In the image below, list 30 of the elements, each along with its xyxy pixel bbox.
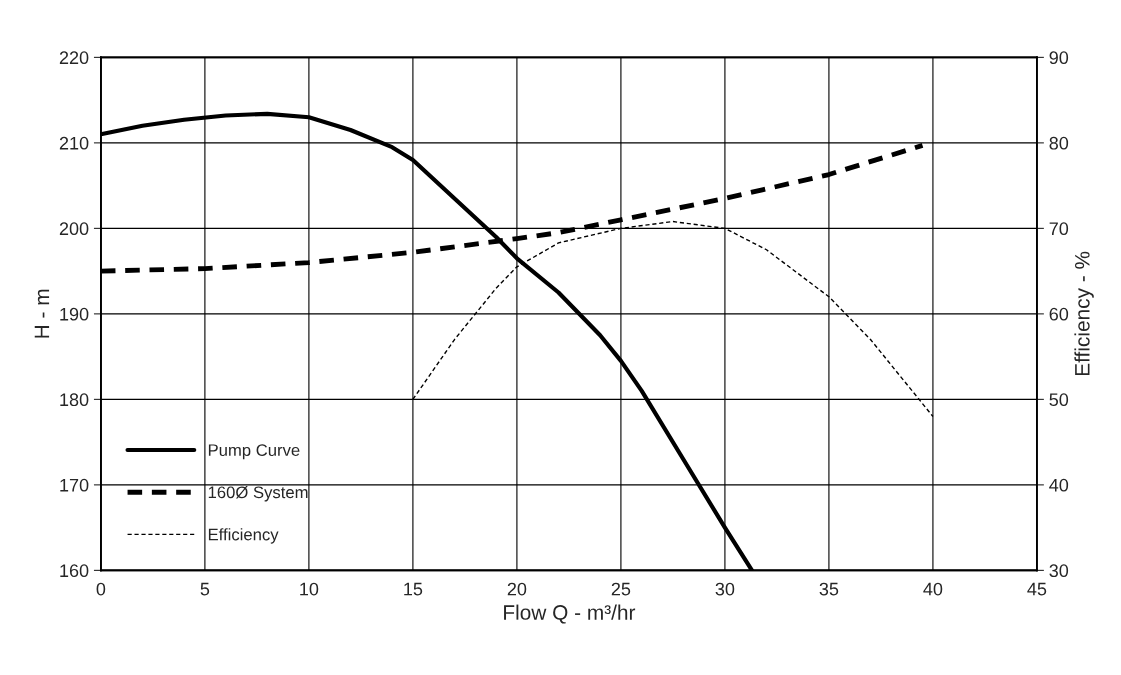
y2-tick-label: 60 — [1049, 307, 1069, 321]
y-tick-label: 160 — [60, 564, 89, 578]
y2-tick-label: 90 — [1049, 51, 1069, 65]
x-tick-label: 20 — [507, 582, 527, 596]
x-tick-label: 30 — [715, 582, 735, 596]
legend-label: 160Ø System — [208, 486, 308, 502]
y2-tick-label: 40 — [1049, 478, 1069, 492]
x-tick-label: 15 — [404, 582, 423, 596]
x-tick-label: 0 — [96, 582, 106, 596]
x-tick-label: 10 — [300, 582, 319, 596]
x-tick-label: 45 — [1027, 582, 1047, 596]
x-tick-label: 5 — [200, 582, 210, 596]
y-tick-label: 210 — [59, 136, 89, 150]
y2-tick-label: 80 — [1049, 136, 1069, 150]
y2-tick-label: 30 — [1049, 564, 1069, 578]
y-tick-label: 220 — [59, 51, 89, 65]
y2-tick-label: 70 — [1049, 222, 1069, 236]
x-tick-label: 40 — [923, 582, 943, 596]
y-tick-label: 170 — [60, 478, 89, 492]
x-tick-label: 35 — [819, 582, 839, 596]
y-tick-label: 180 — [60, 393, 89, 407]
x-tick-label: 25 — [611, 582, 631, 596]
x-axis-title: Flow Q - m³/hr — [504, 604, 636, 624]
y-tick-label: 190 — [60, 307, 89, 321]
y-axis-title: H - m — [34, 289, 50, 338]
y2-tick-label: 50 — [1049, 393, 1069, 407]
legend-label: Efficiency — [208, 528, 279, 544]
y-tick-label: 200 — [59, 222, 89, 236]
y2-axis-title: Efficiency - % — [1074, 251, 1094, 376]
legend-label: Pump Curve — [208, 444, 300, 460]
